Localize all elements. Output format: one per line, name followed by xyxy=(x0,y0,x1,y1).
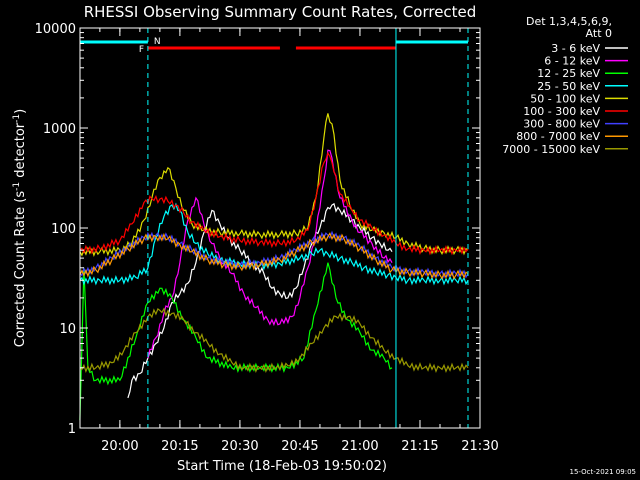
axis-ticks: 20:00 20:15 20:30 20:45 21:00 21:15 21:30 1 10 10… xyxy=(35,22,499,454)
chart-title: RHESSI Observing Summary Count Rates, Co… xyxy=(84,3,477,21)
legend-label: 25 - 50 keV xyxy=(537,80,600,93)
series-line xyxy=(79,151,469,256)
x-tick-label: 20:15 xyxy=(161,439,198,454)
y-tick-label: 1 xyxy=(68,422,76,437)
legend-label: 7000 - 15000 keV xyxy=(502,143,600,156)
y-axis-label-main: Corrected Count Rate (s xyxy=(13,191,28,348)
y-axis-label-sup2: -1 xyxy=(12,114,22,123)
y-tick-label: 10 xyxy=(59,322,76,337)
night-flag-label: N xyxy=(154,37,161,47)
series-line xyxy=(79,113,469,257)
x-tick-label: 21:30 xyxy=(461,439,498,454)
y-axis-label-sup1: -1 xyxy=(12,182,22,191)
y-tick-label: 100 xyxy=(51,222,76,237)
x-tick-label: 21:15 xyxy=(401,439,438,454)
legend-label: 50 - 100 keV xyxy=(530,92,600,105)
y-tick-label: 10000 xyxy=(35,22,76,37)
x-tick-label: 20:00 xyxy=(101,439,138,454)
series-lines xyxy=(79,113,469,421)
x-axis-label: Start Time (18-Feb-03 19:50:02) xyxy=(177,459,387,474)
timestamp: 15-Oct-2021 09:05 xyxy=(570,468,636,476)
x-tick-label: 21:00 xyxy=(341,439,378,454)
y-axis-label-end: ) xyxy=(13,109,28,114)
legend-label: 3 - 6 keV xyxy=(551,42,600,55)
legend-label: 100 - 300 keV xyxy=(523,105,600,118)
legend-label: 300 - 800 keV xyxy=(523,118,600,131)
legend-label: 6 - 12 keV xyxy=(544,55,600,68)
series-line xyxy=(79,262,393,421)
legend-label: 12 - 25 keV xyxy=(537,67,600,80)
y-tick-label: 1000 xyxy=(43,122,76,137)
series-line xyxy=(79,232,469,280)
y-axis-label: Corrected Count Rate (s-1 detector-1) xyxy=(12,109,28,347)
legend-header: Det 1,3,4,5,6,9, xyxy=(526,15,612,28)
legend-header-2: Att 0 xyxy=(586,27,612,40)
series-line xyxy=(79,307,469,374)
x-tick-label: 20:30 xyxy=(221,439,258,454)
flare-flag-label: F xyxy=(139,45,144,55)
time-markers xyxy=(147,28,469,428)
x-tick-label: 20:45 xyxy=(281,439,318,454)
attenuator-flags: NF xyxy=(80,37,468,55)
legend-label: 800 - 7000 keV xyxy=(516,130,600,143)
y-axis-label-mid: detector xyxy=(13,122,28,182)
